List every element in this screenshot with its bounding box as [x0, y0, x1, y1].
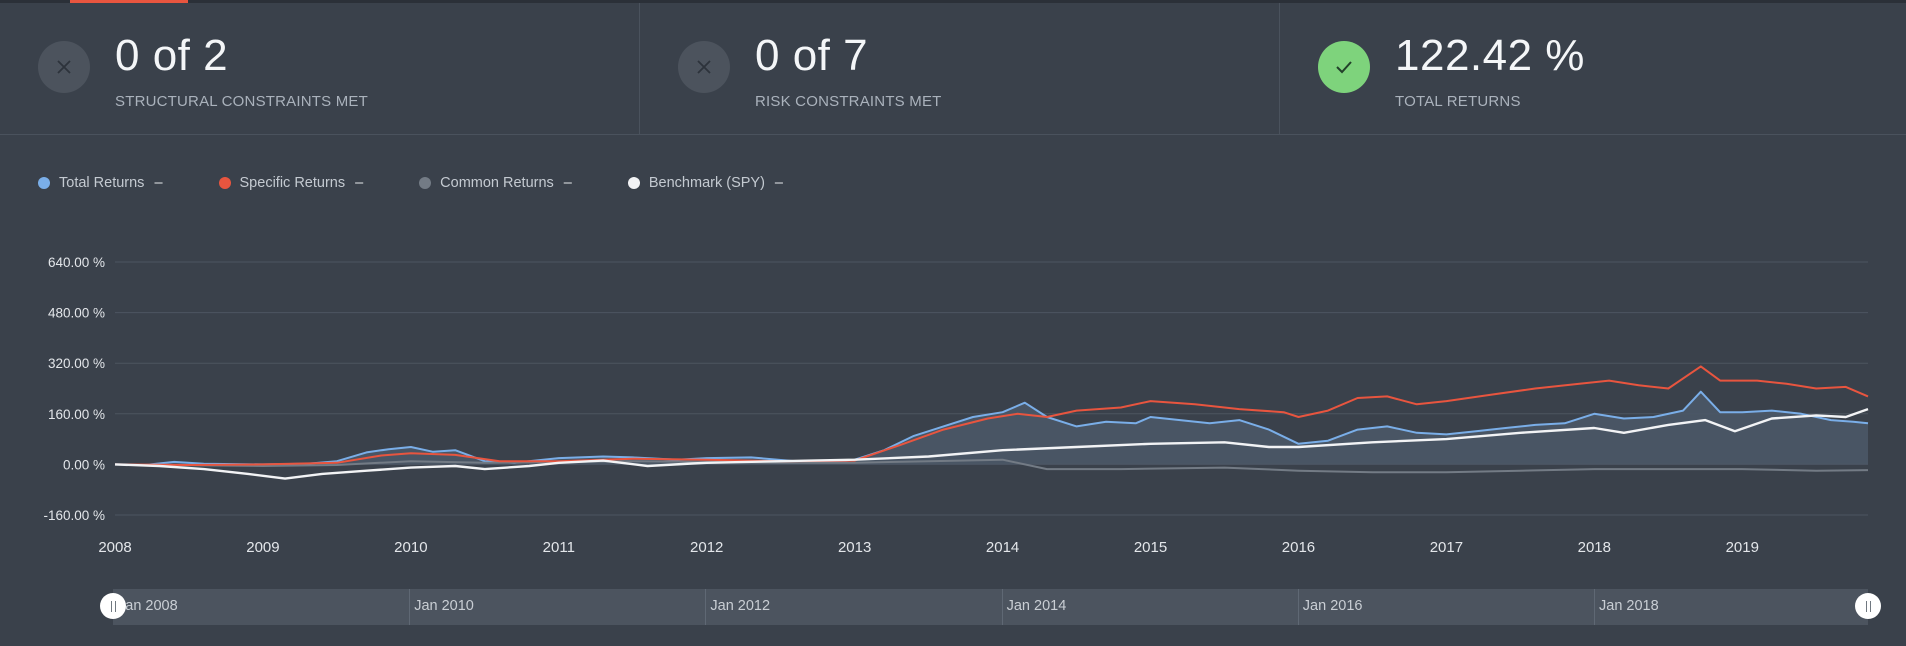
active-tab-indicator	[70, 0, 188, 3]
navigator-right-handle[interactable]	[1855, 593, 1881, 619]
structural-constraints-label: STRUCTURAL CONSTRAINTS MET	[115, 93, 368, 110]
legend-dot	[38, 177, 50, 189]
navigator-tick	[409, 589, 411, 625]
range-navigator[interactable]: Jan 2008 Jan 2010 Jan 2012 Jan 2014 Jan 2016…	[113, 589, 1868, 625]
risk-constraints-card: 0 of 7 RISK CONSTRAINTS MET	[640, 3, 1280, 134]
y-tick-label: 640.00 %	[48, 255, 105, 270]
y-tick-label: 320.00 %	[48, 356, 105, 371]
legend-item-specific-returns[interactable]: Specific Returns –	[218, 175, 364, 191]
x-tick-label: 2011	[543, 539, 575, 556]
risk-constraints-value: 0 of 7	[755, 31, 869, 80]
top-bar	[0, 0, 1906, 3]
legend-value: –	[774, 175, 783, 191]
legend-item-benchmark[interactable]: Benchmark (SPY) –	[627, 175, 783, 191]
navigator-label: Jan 2018	[1599, 598, 1659, 614]
y-tick-label: 0.00 %	[63, 457, 105, 472]
total-returns-label: TOTAL RETURNS	[1395, 93, 1521, 110]
navigator-label: Jan 2012	[710, 598, 771, 614]
x-tick-label: 2015	[1134, 539, 1167, 556]
legend-dot	[218, 177, 231, 189]
navigator-label: Jan 2010	[414, 598, 474, 614]
series-line-common-returns	[114, 458, 1869, 474]
legend-item-common-returns[interactable]: Common Returns –	[419, 175, 572, 191]
navigator-label: Jan 2016	[1302, 598, 1363, 614]
legend-value: –	[563, 175, 572, 191]
navigator-label: Jan 2014	[1006, 598, 1067, 614]
checkmark-icon	[1318, 41, 1370, 93]
series-area-total-returns	[115, 391, 1868, 465]
total-returns-value: 122.42 %	[1395, 31, 1585, 80]
navigator-tick	[1001, 589, 1003, 625]
x-tick-label: 2008	[98, 539, 131, 556]
x-tick-label: 2013	[838, 539, 871, 556]
legend-value: –	[355, 175, 364, 191]
legend-label: Total Returns	[59, 175, 145, 191]
x-tick-label: 2014	[986, 539, 1019, 556]
legend-dot	[627, 177, 640, 189]
structural-constraints-value: 0 of 2	[115, 31, 229, 80]
legend-item-total-returns[interactable]: Total Returns –	[38, 175, 163, 191]
series-line-specific-returns	[114, 365, 1869, 466]
legend-label: Common Returns	[440, 175, 554, 191]
legend-dot	[419, 177, 432, 189]
legend-label: Specific Returns	[239, 175, 346, 191]
x-tick-label: 2016	[1282, 539, 1315, 556]
x-tick-label: 2012	[690, 539, 723, 556]
x-tick-label: 2018	[1578, 539, 1611, 556]
x-tick-label: 2009	[246, 539, 279, 556]
navigator-left-handle[interactable]	[100, 593, 126, 619]
x-tick-label: 2017	[1430, 539, 1463, 556]
navigator-tick	[705, 589, 707, 625]
series-line-benchmark-spy	[114, 407, 1869, 480]
x-icon	[678, 41, 730, 93]
x-icon	[38, 41, 90, 93]
legend-value: –	[154, 175, 163, 191]
x-tick-label: 2010	[394, 539, 427, 556]
total-returns-card: 122.42 % TOTAL RETURNS	[1280, 3, 1906, 134]
navigator-tick	[1594, 589, 1595, 625]
legend-label: Benchmark (SPY)	[648, 175, 765, 191]
structural-constraints-card: 0 of 2 STRUCTURAL CONSTRAINTS MET	[0, 3, 640, 134]
risk-constraints-label: RISK CONSTRAINTS MET	[755, 93, 942, 110]
navigator-tick	[1297, 589, 1299, 625]
y-tick-label: 160.00 %	[48, 407, 105, 422]
y-tick-label: -160.00 %	[43, 508, 105, 523]
y-tick-label: 480.00 %	[48, 306, 105, 321]
navigator-label: Jan 2008	[118, 598, 178, 614]
summary-stats: 0 of 2 STRUCTURAL CONSTRAINTS MET 0 of 7…	[0, 3, 1906, 135]
returns-chart[interactable]: 640.00 % 480.00 % 320.00 % 160.00 % 0.00 % -1…	[0, 230, 1906, 570]
x-tick-label: 2019	[1726, 539, 1759, 556]
chart-legend: Total Returns – Specific Returns – Commo…	[38, 172, 839, 194]
